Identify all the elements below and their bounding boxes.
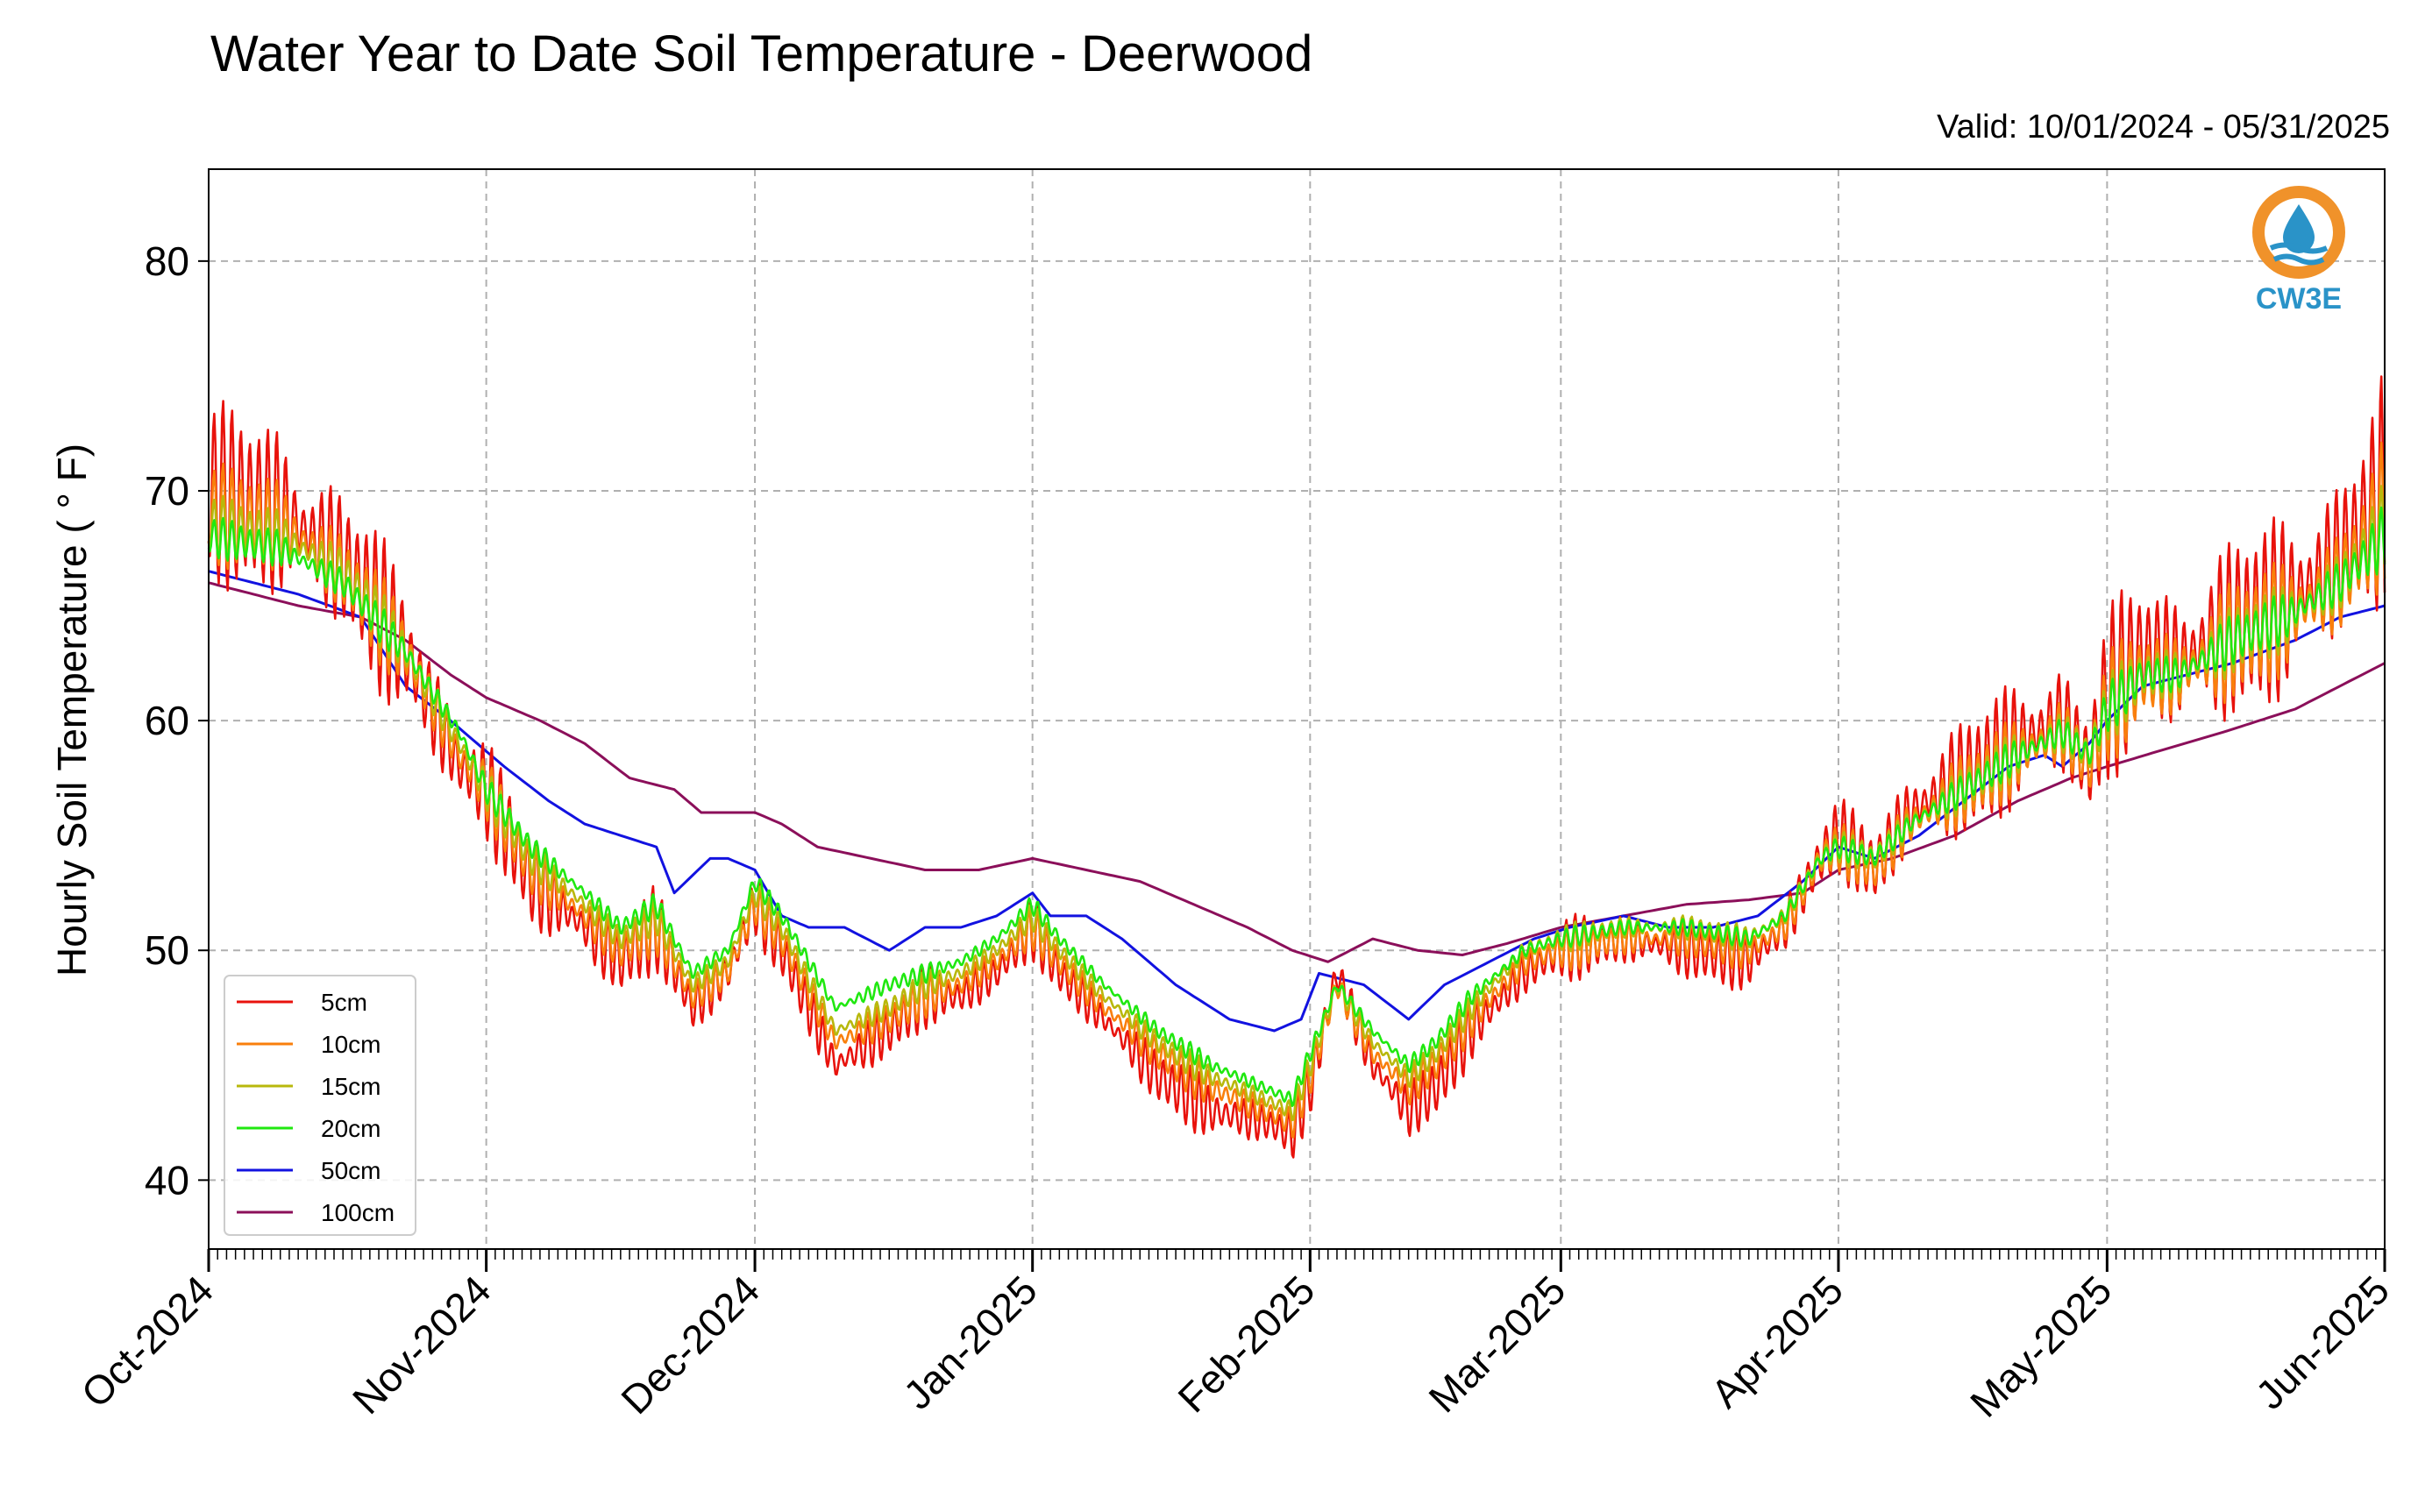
- tick-labels: 40 50 60 70 80 Oct-2024 Nov-2024 Dec-2024 Jan-20…: [73, 238, 2399, 1426]
- water-drop-logo-icon: [2283, 204, 2315, 253]
- logo-wave-1: [2269, 242, 2329, 254]
- logo-ring: [2252, 186, 2345, 279]
- x-tick-label: May-2025: [1961, 1267, 2120, 1425]
- series-line-50cm: [208, 570, 2386, 1033]
- y-axis-label: Hourly Soil Temperature ( ° F): [49, 444, 95, 976]
- series-lines: [207, 375, 2386, 1159]
- x-tick-label: Jun-2025: [2247, 1267, 2398, 1417]
- x-tick-label: Dec-2024: [612, 1267, 768, 1423]
- x-tick-label: Oct-2024: [73, 1267, 223, 1416]
- y-tick-label: 70: [145, 468, 189, 514]
- series-line-100cm: [208, 581, 2386, 963]
- legend-label: 15cm: [321, 1073, 380, 1100]
- x-tick-label: Jan-2025: [894, 1267, 1045, 1417]
- axis-ticks: [198, 259, 2386, 1272]
- logo-text: CW3E: [2256, 282, 2342, 316]
- cw3e-logo: CW3E: [2252, 186, 2345, 316]
- plot-frame: [208, 168, 2386, 1250]
- legend-label: 10cm: [321, 1031, 380, 1058]
- series-line-5cm: [207, 375, 2386, 1159]
- legend: 5cm 10cm 15cm 20cm 50cm 100cm: [224, 975, 416, 1236]
- x-tick-label: Mar-2025: [1419, 1267, 1574, 1421]
- logo-wave-2: [2272, 253, 2325, 266]
- y-tick-label: 50: [145, 927, 189, 973]
- x-tick-label: Nov-2024: [344, 1267, 500, 1423]
- x-tick-label: Feb-2025: [1169, 1267, 1323, 1421]
- y-tick-label: 40: [145, 1157, 189, 1203]
- chart-title: Water Year to Date Soil Temperature - De…: [210, 25, 1313, 82]
- valid-range-label: Valid: 10/01/2024 - 05/31/2025: [1937, 109, 2390, 146]
- legend-label: 20cm: [321, 1115, 380, 1142]
- legend-box: [224, 975, 416, 1236]
- series-line-20cm: [207, 506, 2386, 1107]
- y-tick-label: 80: [145, 238, 189, 284]
- series-line-15cm: [207, 485, 2386, 1122]
- x-tick-label: Apr-2025: [1702, 1267, 1852, 1416]
- legend-label: 100cm: [321, 1199, 395, 1226]
- legend-label: 50cm: [321, 1157, 380, 1184]
- y-tick-label: 60: [145, 698, 189, 743]
- legend-label: 5cm: [321, 989, 367, 1016]
